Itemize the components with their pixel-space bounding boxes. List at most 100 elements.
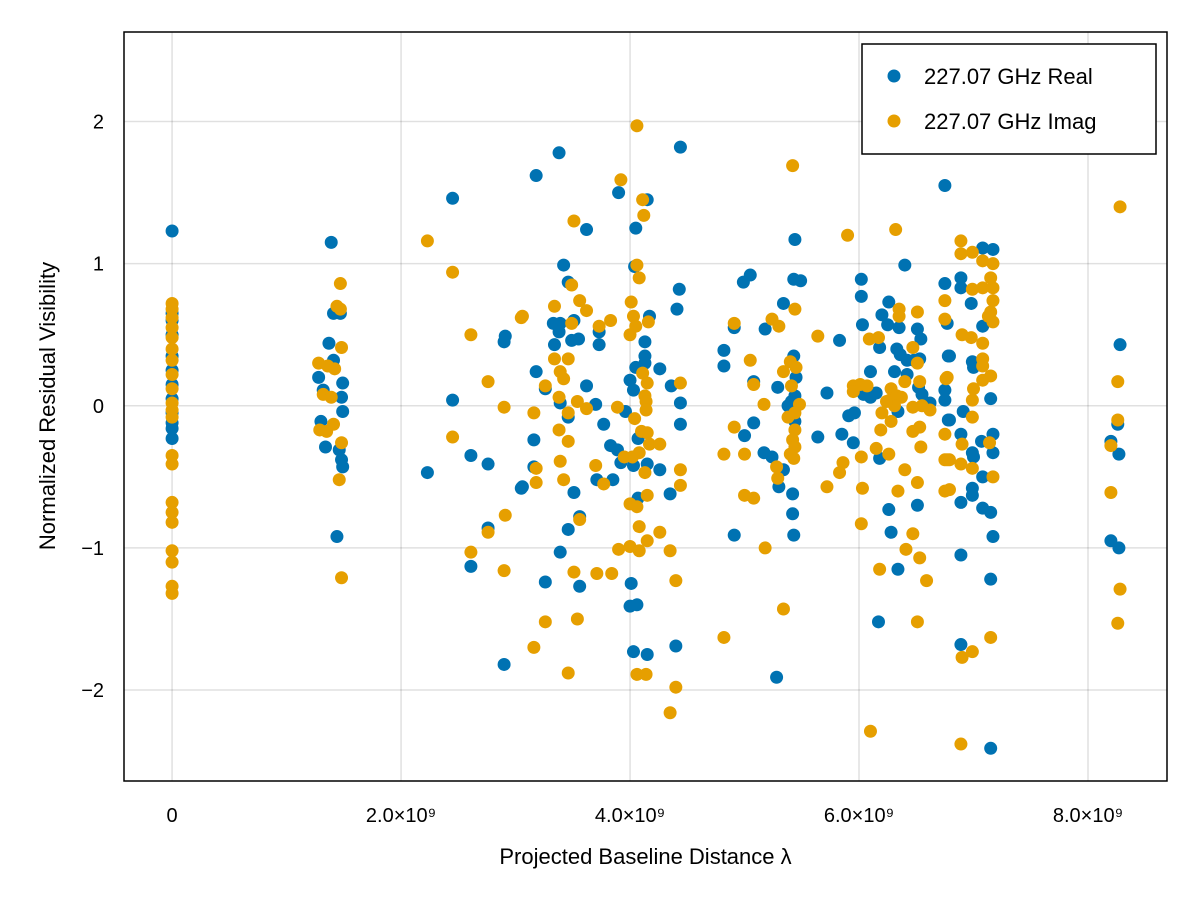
data-point xyxy=(869,441,883,455)
data-point xyxy=(976,336,990,350)
data-point xyxy=(789,360,803,374)
data-point xyxy=(938,277,952,291)
y-tick-label: 0 xyxy=(93,396,104,418)
data-point xyxy=(335,571,349,585)
data-point xyxy=(663,544,677,558)
data-point xyxy=(955,437,969,451)
data-point xyxy=(920,574,934,588)
data-point xyxy=(788,233,802,247)
data-point xyxy=(590,566,604,580)
data-point xyxy=(592,319,606,333)
data-point xyxy=(986,242,1000,256)
data-point xyxy=(869,386,883,400)
data-point xyxy=(898,463,912,477)
data-point xyxy=(640,426,654,440)
data-point xyxy=(882,295,896,309)
data-point xyxy=(446,393,460,407)
data-point xyxy=(771,380,785,394)
data-point xyxy=(538,615,552,629)
data-point xyxy=(938,393,952,407)
data-point xyxy=(670,302,684,316)
data-point xyxy=(758,541,772,555)
data-point xyxy=(984,392,998,406)
data-point xyxy=(623,373,637,387)
data-point xyxy=(984,505,998,519)
x-tick-label: 8.0×10⁹ xyxy=(1053,805,1123,827)
data-point xyxy=(653,437,667,451)
data-point xyxy=(320,424,334,438)
data-point xyxy=(565,278,579,292)
data-point xyxy=(771,471,785,485)
data-point xyxy=(787,528,801,542)
data-point xyxy=(636,366,650,380)
data-point xyxy=(464,328,478,342)
data-point xyxy=(653,463,667,477)
data-point xyxy=(811,329,825,343)
data-point xyxy=(580,402,594,416)
data-point xyxy=(906,341,920,355)
data-point xyxy=(871,331,885,345)
data-point xyxy=(770,670,784,684)
data-point xyxy=(965,461,979,475)
data-point xyxy=(165,544,179,558)
data-point xyxy=(165,422,179,436)
legend-marker-real xyxy=(887,69,901,83)
y-tick-label: −1 xyxy=(81,538,104,560)
data-point xyxy=(669,680,683,694)
data-point xyxy=(881,318,895,332)
data-point xyxy=(1111,616,1125,630)
data-point xyxy=(561,522,575,536)
data-point xyxy=(906,527,920,541)
data-point xyxy=(986,446,1000,460)
data-point xyxy=(942,483,956,497)
data-point xyxy=(529,169,543,183)
data-point xyxy=(940,370,954,384)
data-point xyxy=(165,505,179,519)
data-point xyxy=(626,645,640,659)
data-point xyxy=(986,281,1000,295)
data-point xyxy=(981,309,995,323)
data-point xyxy=(913,551,927,565)
data-point xyxy=(638,466,652,480)
data-point xyxy=(669,639,683,653)
data-point xyxy=(672,282,686,296)
data-point xyxy=(776,365,790,379)
data-point xyxy=(673,478,687,492)
data-point xyxy=(717,343,731,357)
data-point xyxy=(976,359,990,373)
x-axis-ticks: 0 2.0×10⁹ 4.0×10⁹ 6.0×10⁹ 8.0×10⁹ xyxy=(167,805,1124,827)
data-point xyxy=(882,503,896,517)
data-point xyxy=(984,271,998,285)
data-point xyxy=(547,338,561,352)
data-point xyxy=(776,602,790,616)
data-point xyxy=(446,191,460,205)
data-point xyxy=(481,457,495,471)
data-point xyxy=(1104,439,1118,453)
data-point xyxy=(626,383,640,397)
data-point xyxy=(727,528,741,542)
data-point xyxy=(965,245,979,259)
data-point xyxy=(835,427,849,441)
data-point xyxy=(446,265,460,279)
data-point xyxy=(1111,413,1125,427)
data-point xyxy=(663,487,677,501)
data-point xyxy=(561,434,575,448)
data-point xyxy=(938,383,952,397)
data-point xyxy=(964,331,978,345)
data-point xyxy=(770,460,784,474)
data-point xyxy=(335,436,349,450)
data-point xyxy=(565,316,579,330)
data-point xyxy=(165,431,179,445)
data-point xyxy=(165,457,179,471)
data-point xyxy=(335,341,349,355)
data-point xyxy=(623,328,637,342)
data-point xyxy=(640,648,654,662)
data-point xyxy=(783,447,797,461)
x-tick-label: 0 xyxy=(167,805,178,827)
data-point xyxy=(624,576,638,590)
data-point xyxy=(628,412,642,426)
data-point xyxy=(984,630,998,644)
data-point xyxy=(673,463,687,477)
data-point xyxy=(604,314,618,328)
